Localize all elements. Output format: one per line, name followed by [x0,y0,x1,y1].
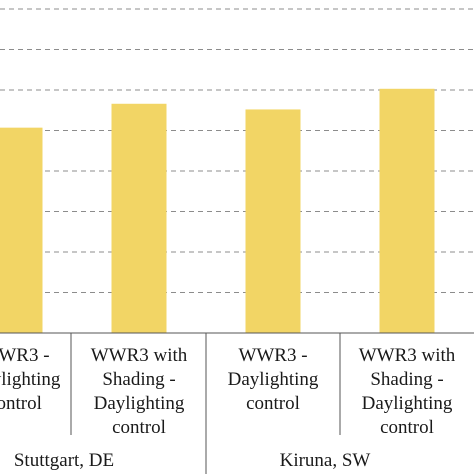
gridlines [0,8,474,293]
category-label-line: WWR3 with [91,345,188,366]
category-axis [0,332,474,474]
category-label-line: Shading - [370,369,443,390]
category-labels: WWR3 - Daylighting control WWR3 with Shading… [0,345,456,438]
category-label-line: WWR3 - [238,345,307,366]
category-label-line: control [380,417,434,438]
group-labels: Stuttgart, DE Kiruna, SW [14,450,371,471]
category-label: WWR3 - Daylighting control [228,345,319,414]
category-label-line: Shading - [102,369,175,390]
category-label-line: WWR3 - [0,345,50,366]
bars [0,88,435,334]
category-label: WWR3 with Shading - Daylighting control [91,345,188,438]
category-label-line: Daylighting [228,369,319,390]
category-label: WWR3 - Daylighting control [0,345,61,414]
category-label-line: control [112,417,166,438]
category-label-line: control [246,393,300,414]
group-label: Stuttgart, DE [14,450,114,471]
category-label-line: control [0,393,42,414]
category-label: WWR3 with Shading - Daylighting control [359,345,456,438]
group-label: Kiruna, SW [280,450,371,471]
category-label-line: Daylighting [94,393,185,414]
bar [245,109,301,333]
bar [379,88,435,333]
category-label-line: WWR3 with [359,345,456,366]
bar [0,127,43,333]
category-label-line: Daylighting [362,393,453,414]
category-label-line: Daylighting [0,369,61,390]
bar [111,103,167,334]
